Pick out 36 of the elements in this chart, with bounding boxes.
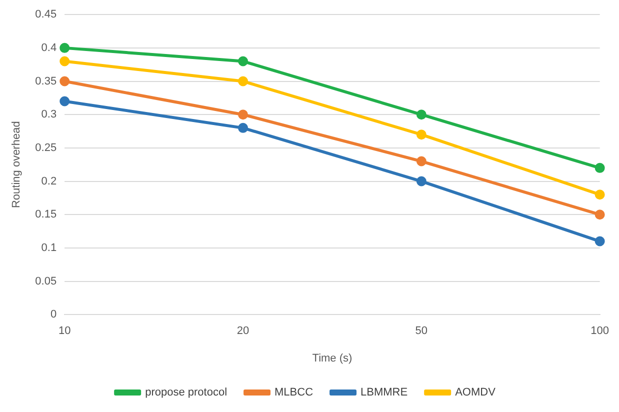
point xyxy=(60,96,70,106)
y-tick-label: 0.3 xyxy=(41,108,57,121)
point xyxy=(238,122,248,133)
y-tick-label: 0.25 xyxy=(35,142,57,154)
point xyxy=(594,210,605,220)
y-tick-label: 0.45 xyxy=(35,8,57,21)
y-tick-label: 0.05 xyxy=(35,275,57,288)
legend-label: LBMMRE xyxy=(360,386,408,399)
legend-label: MLBCC xyxy=(274,386,314,399)
point xyxy=(238,110,248,120)
x-tick-label: 100 xyxy=(590,325,610,338)
y-tick-label: 0.2 xyxy=(41,175,57,188)
point xyxy=(60,76,70,86)
point xyxy=(416,110,426,120)
legend-label: propose protocol xyxy=(145,386,228,399)
x-axis-title: Time (s) xyxy=(312,352,352,364)
y-tick-label: 0.1 xyxy=(41,242,57,254)
point xyxy=(238,56,248,66)
point xyxy=(594,190,605,200)
point xyxy=(416,156,426,166)
point xyxy=(416,176,426,186)
point xyxy=(60,42,70,53)
y-tick-label: 0.15 xyxy=(35,208,57,221)
x-tick-label: 50 xyxy=(415,325,428,338)
legend-label: AOMDV xyxy=(455,386,496,399)
x-tick-label: 10 xyxy=(58,325,71,338)
point xyxy=(594,162,605,173)
y-tick-label: 0 xyxy=(50,308,57,321)
point xyxy=(238,76,248,86)
point xyxy=(60,56,70,66)
x-tick-label: 20 xyxy=(236,325,250,338)
point xyxy=(594,236,605,246)
y-axis-title: Routing overhead xyxy=(10,121,23,208)
y-tick-label: 0.4 xyxy=(41,42,57,54)
y-tick-label: 0.35 xyxy=(35,75,57,88)
point xyxy=(416,130,426,140)
